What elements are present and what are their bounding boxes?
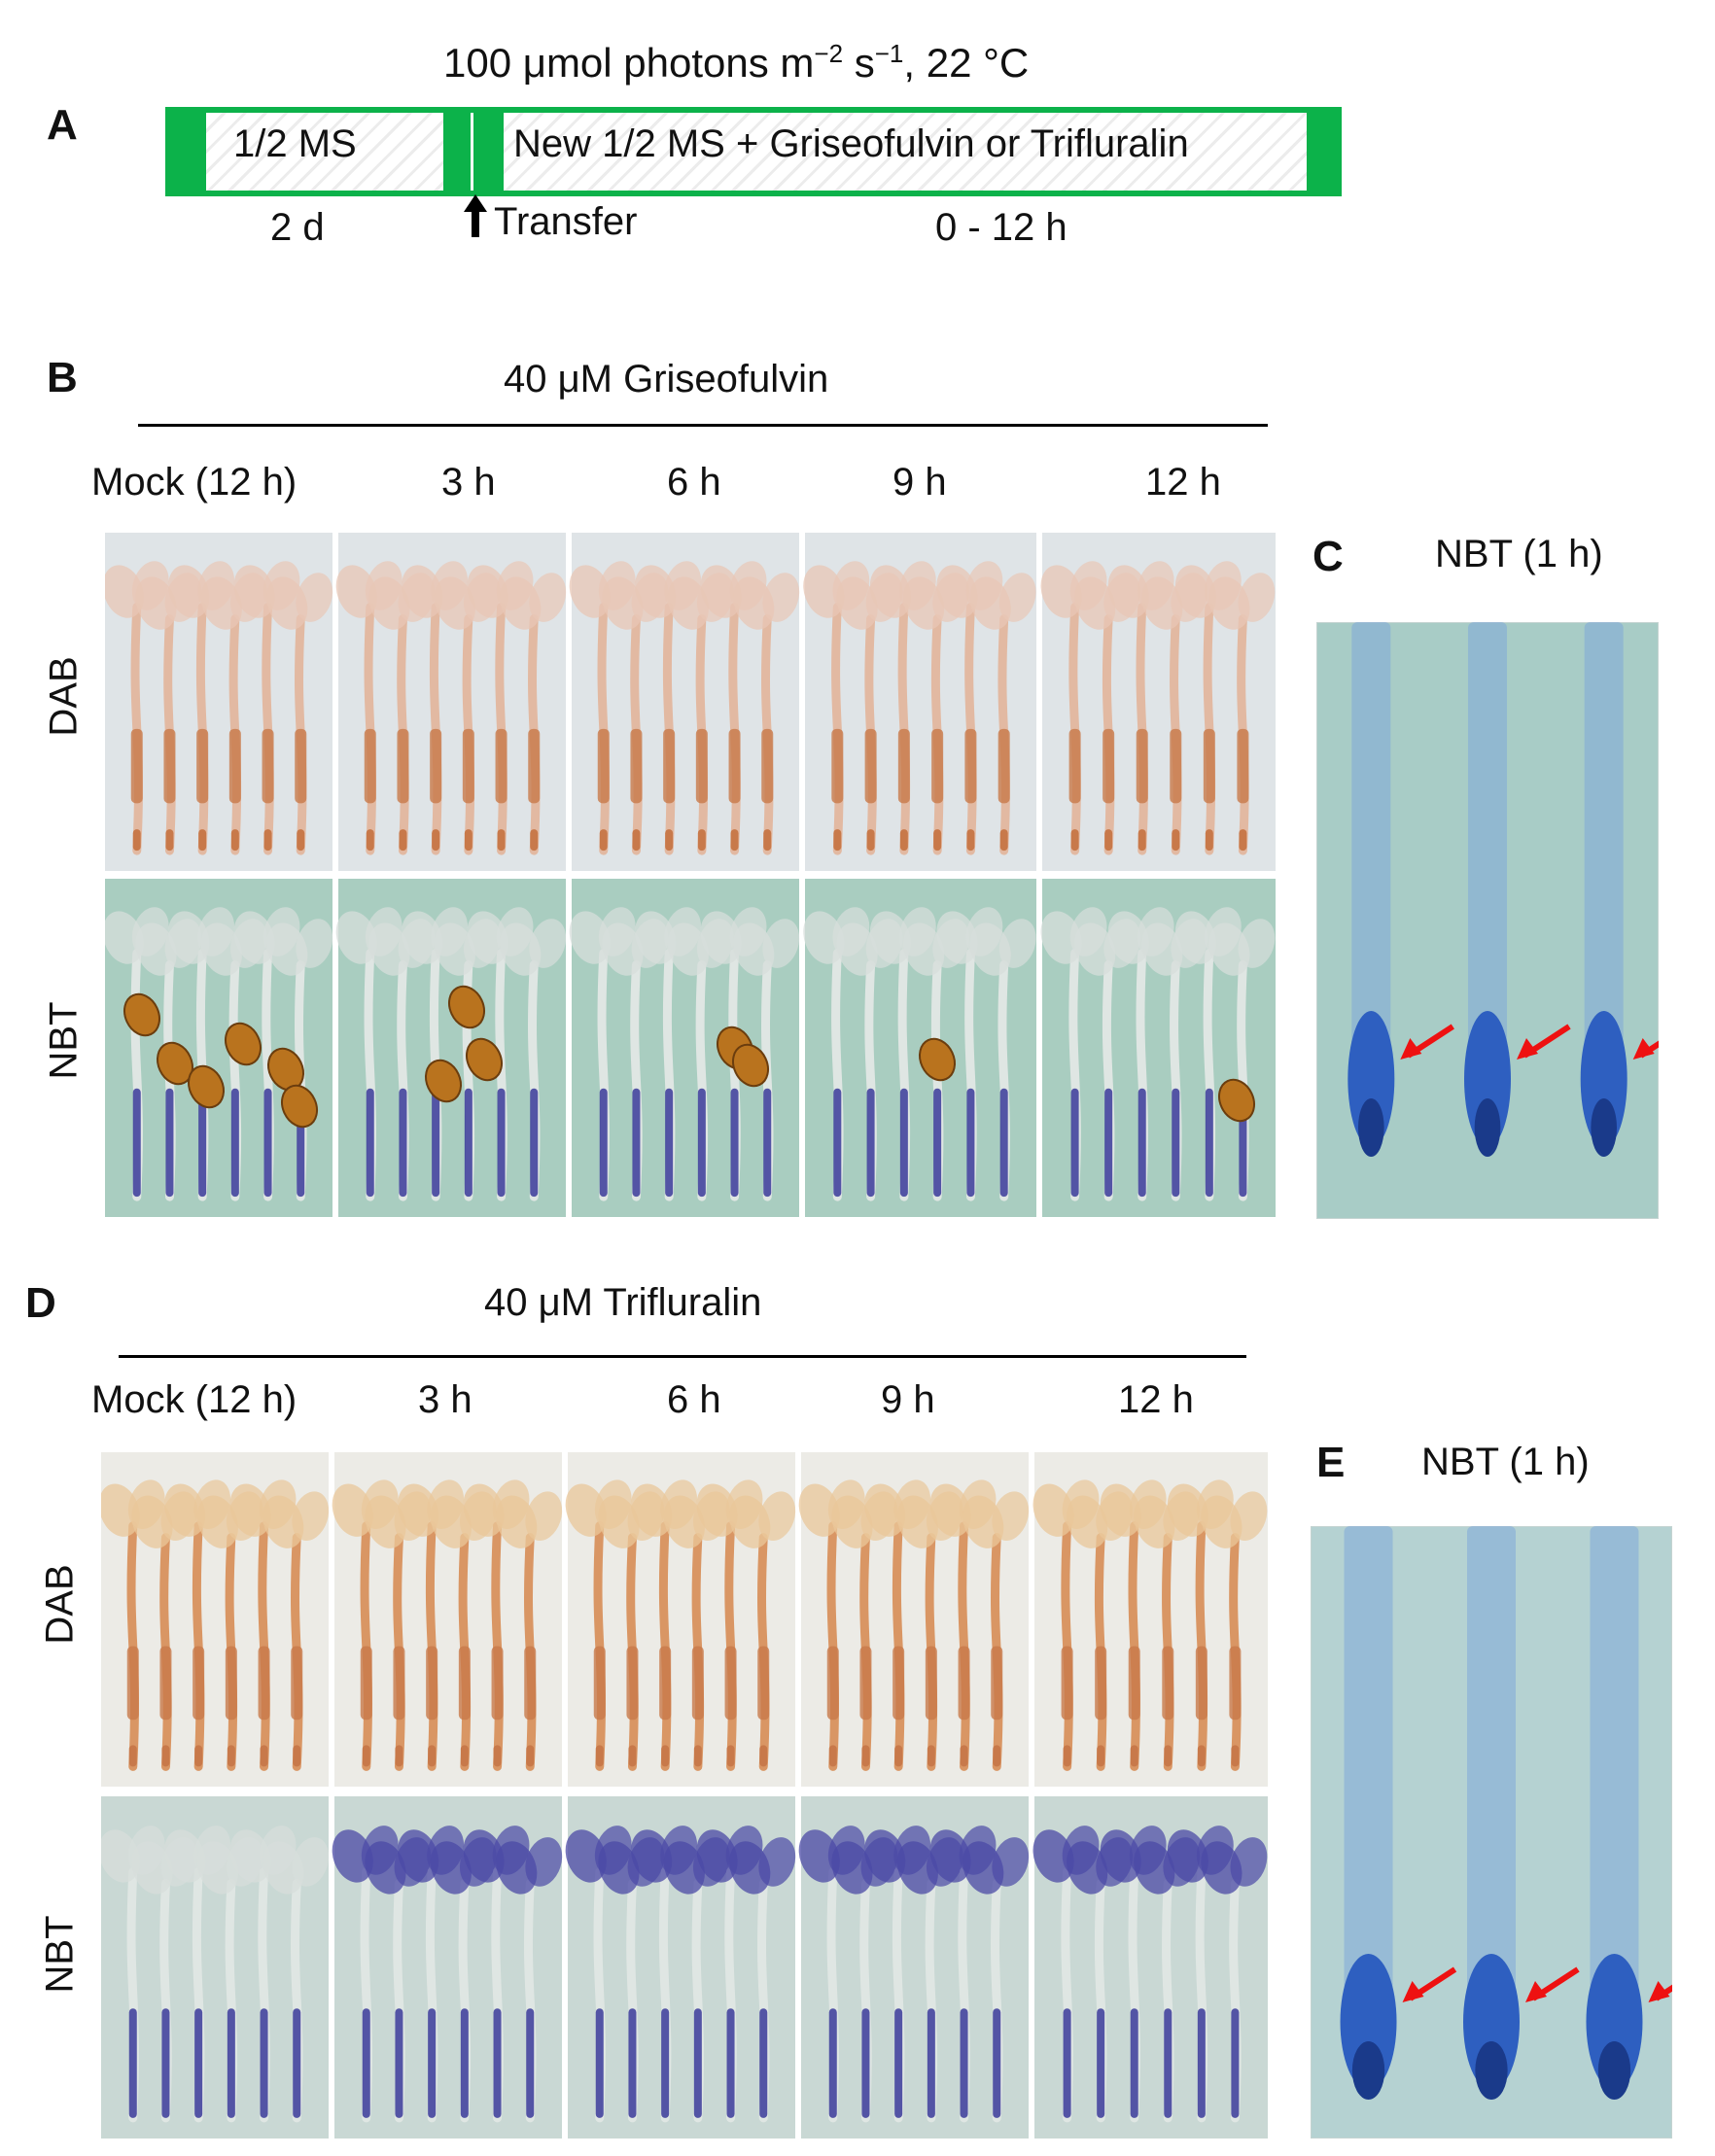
panel-e-arrowhead-3: [1648, 1981, 1670, 2002]
timeline-segment-2: [504, 113, 1307, 191]
tri-nbt-tile-col-1: [332, 1796, 563, 2139]
tri-dab-tile-col-4: [1032, 1452, 1268, 1787]
panel-letter-c: C: [1312, 533, 1344, 580]
gris-col-1: 3 h: [441, 461, 496, 504]
gris-nbt-tile-col-3: [803, 879, 1036, 1217]
trifluralin-title: 40 μM Trifluralin: [484, 1281, 762, 1324]
condition-sup2: −1: [874, 39, 904, 68]
panel-c-root-1: [1348, 622, 1395, 1157]
panel-letter-a: A: [47, 101, 78, 149]
panel-e-arrowhead-1: [1402, 1981, 1424, 2002]
gris-dab-tile-col-2: [569, 533, 800, 871]
tri-dab-tile-col-3: [798, 1452, 1030, 1787]
tri-dab-tile-col-2: [565, 1452, 796, 1787]
tri-nbt-tile-col-0: [101, 1796, 330, 2139]
panel-letter-b: B: [47, 354, 78, 401]
gris-row-nbt: NBT: [42, 1001, 86, 1079]
trif-col-3: 9 h: [881, 1378, 935, 1421]
trif-col-2: 6 h: [667, 1378, 721, 1421]
panel-c-arrowhead-3: [1632, 1038, 1655, 1060]
panel-e-root-2: [1463, 1526, 1520, 2100]
trif-row-dab: DAB: [38, 1563, 82, 1645]
gris-dab-tile-col-3: [803, 533, 1036, 871]
griseofulvin-image-grid: [105, 533, 1276, 1217]
panel-letter-d: D: [25, 1279, 56, 1327]
duration-1: 2 d: [270, 206, 325, 249]
condition-mid: s: [843, 40, 875, 86]
condition-tail: , 22 °C: [903, 40, 1030, 86]
box2-label: New 1/2 MS + Griseofulvin or Trifluralin: [513, 122, 1189, 165]
tri-nbt-tile-col-3: [798, 1796, 1030, 2139]
gris-nbt-tile-col-1: [335, 879, 567, 1217]
panel-e-root-3: [1586, 1526, 1643, 2100]
box1-label: 1/2 MS: [233, 122, 357, 165]
gris-col-2: 6 h: [667, 461, 721, 504]
trif-col-4: 12 h: [1118, 1378, 1194, 1421]
tri-nbt-tile-col-2: [565, 1796, 796, 2139]
gris-dab-tile-col-4: [1040, 533, 1276, 871]
panel-c-root-tips-image: [1316, 622, 1659, 1219]
trif-col-0: Mock (12 h): [91, 1378, 298, 1421]
trif-col-1: 3 h: [418, 1378, 472, 1421]
gris-nbt-tile-col-0: [105, 879, 333, 1217]
panel-e-root-tips-image: [1311, 1526, 1672, 2139]
tri-nbt-tile-col-4: [1032, 1796, 1268, 2139]
panel-e-arrowhead-2: [1525, 1981, 1547, 2002]
gris-col-0: Mock (12 h): [91, 461, 298, 504]
panel-c-arrowhead-2: [1517, 1038, 1538, 1060]
panel-letter-e: E: [1316, 1439, 1346, 1486]
transfer-arrow-icon: [464, 194, 487, 237]
gris-dab-tile-col-1: [335, 533, 567, 871]
griseofulvin-bracket-line: [138, 424, 1268, 427]
timeline-segment-1: [206, 113, 443, 191]
transfer-label: Transfer: [494, 200, 638, 243]
panel-e-title: NBT (1 h): [1421, 1441, 1590, 1483]
gris-dab-tile-col-0: [105, 533, 333, 871]
trifluralin-bracket-line: [119, 1355, 1246, 1358]
gris-nbt-tile-col-2: [569, 879, 800, 1217]
panel-c-arrowhead-1: [1400, 1038, 1422, 1060]
gris-col-4: 12 h: [1145, 461, 1221, 504]
panel-e-root-1: [1340, 1526, 1397, 2100]
gris-nbt-tile-col-4: [1040, 879, 1276, 1217]
growth-condition: 100 μmol photons m−2 s−1, 22 °C: [443, 39, 1029, 87]
trif-row-nbt: NBT: [38, 1915, 82, 1993]
griseofulvin-title: 40 μM Griseofulvin: [504, 358, 829, 400]
timeline-transfer-gap: [471, 113, 473, 191]
panel-c-root-3: [1580, 622, 1628, 1157]
panel-c-root-2: [1464, 622, 1511, 1157]
gris-row-dab: DAB: [42, 655, 86, 737]
panel-c-title: NBT (1 h): [1435, 533, 1603, 575]
gris-col-3: 9 h: [892, 461, 947, 504]
tri-dab-tile-col-1: [332, 1452, 563, 1787]
tri-dab-tile-col-0: [101, 1452, 330, 1787]
trifluralin-image-grid: [101, 1452, 1268, 2139]
duration-2: 0 - 12 h: [935, 206, 1068, 249]
condition-text: 100 μmol photons m: [443, 40, 815, 86]
condition-sup1: −2: [814, 39, 844, 68]
